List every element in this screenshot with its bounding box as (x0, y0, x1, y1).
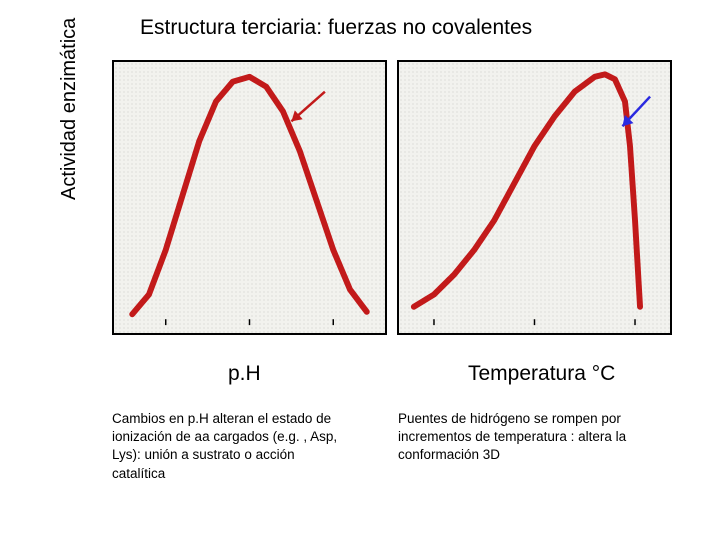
yaxis-label: Actividad enzimática (58, 18, 81, 200)
charts-row: 5 7 9 10 30 50 (112, 60, 672, 335)
ph-caption: Cambios en p.H alteran el estado de ioni… (112, 410, 342, 483)
temp-chart: 10 30 50 (397, 60, 672, 335)
temp-caption: Puentes de hidrógeno se rompen por incre… (398, 410, 693, 465)
ph-xlabel: p.H (228, 362, 261, 386)
temp-xlabel: Temperatura °C (468, 362, 615, 386)
ph-chart: 5 7 9 (112, 60, 387, 335)
temp-chart-svg (399, 62, 670, 333)
ph-chart-svg (114, 62, 385, 333)
page-title: Estructura terciaria: fuerzas no covalen… (140, 16, 700, 40)
